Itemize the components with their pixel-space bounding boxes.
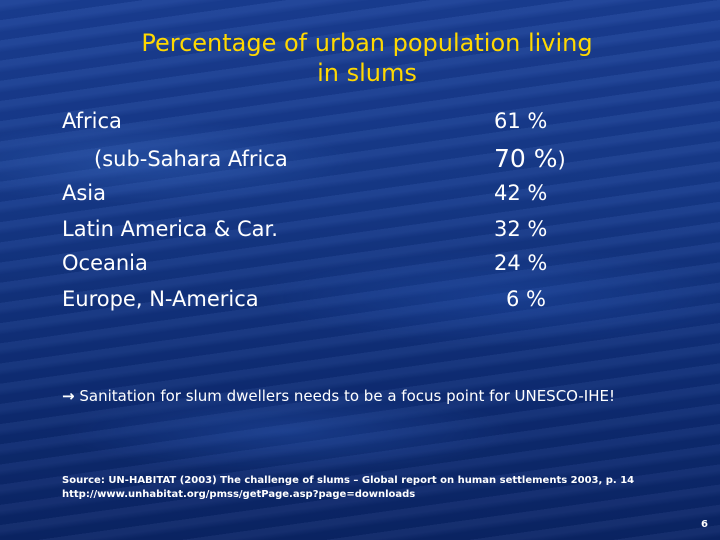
region-label: Europe, N-America xyxy=(62,287,259,311)
title-line-1: Percentage of urban population living xyxy=(141,29,593,57)
arrow-right-icon: → xyxy=(62,387,75,405)
region-row-africa: Africa 61 % xyxy=(62,106,682,136)
region-value: 42 % xyxy=(494,181,548,205)
source-url: http://www.unhabitat.org/pmss/getPage.as… xyxy=(62,489,416,500)
note-text: Sanitation for slum dwellers needs to be… xyxy=(79,387,616,405)
slide-title: Percentage of urban population living in… xyxy=(0,28,720,88)
source-citation: Source: UN-HABITAT (2003) The challenge … xyxy=(62,474,682,502)
sanitation-note: → Sanitation for slum dwellers needs to … xyxy=(62,386,682,407)
region-row-sub-sahara: (sub-Sahara Africa 70 %) xyxy=(62,144,682,174)
page-number: 6 xyxy=(701,519,708,530)
region-value-group: 70 %) xyxy=(494,144,566,175)
title-line-2: in slums xyxy=(317,59,417,87)
region-row-asia: Asia 42 % xyxy=(62,178,682,208)
region-label: Oceania xyxy=(62,251,148,275)
region-label: Africa xyxy=(62,109,122,133)
region-value: 32 % xyxy=(494,217,548,241)
closing-paren: ) xyxy=(557,148,566,172)
region-value: 24 % xyxy=(494,251,548,275)
region-label: (sub-Sahara Africa xyxy=(94,147,288,171)
region-label: Latin America & Car. xyxy=(62,217,278,241)
region-row-latin-america: Latin America & Car. 32 % xyxy=(62,214,682,244)
region-row-oceania: Oceania 24 % xyxy=(62,248,682,278)
region-value: 6 % xyxy=(506,287,546,311)
region-value: 70 % xyxy=(494,144,558,173)
region-value: 61 % xyxy=(494,109,548,133)
source-line: Source: UN-HABITAT (2003) The challenge … xyxy=(62,475,635,486)
region-label: Asia xyxy=(62,181,107,205)
region-row-europe: Europe, N-America 6 % xyxy=(62,284,682,314)
